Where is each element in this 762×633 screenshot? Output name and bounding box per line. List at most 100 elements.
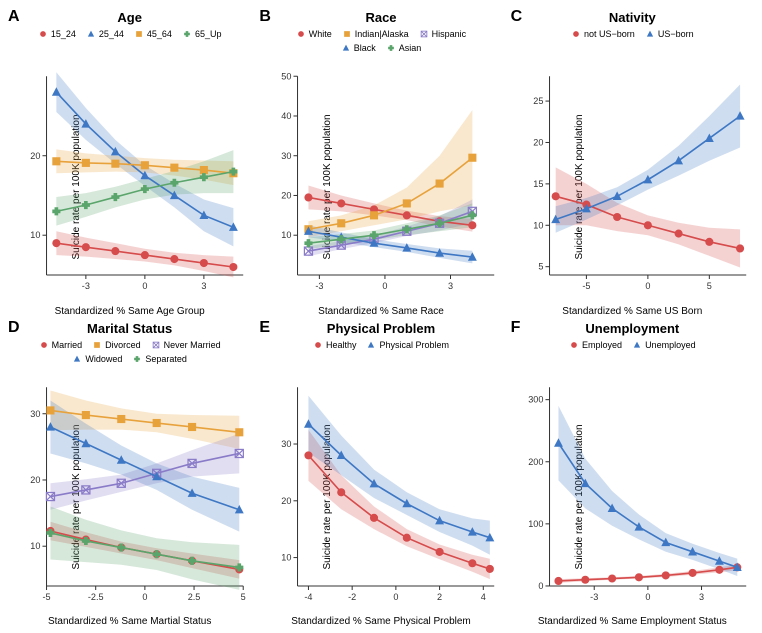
panel-letter: F — [511, 319, 521, 337]
legend-item: Healthy — [313, 340, 357, 350]
legend: White Indian|Alaska Hispanic Black Asian — [259, 29, 502, 55]
legend-label: Married — [52, 340, 83, 350]
legend-label: Separated — [145, 354, 187, 364]
svg-text:40: 40 — [282, 111, 292, 121]
panel-title: Physical Problem — [259, 321, 502, 336]
legend-marker-circle-icon — [39, 340, 49, 350]
svg-text:0: 0 — [538, 580, 543, 590]
svg-text:20: 20 — [533, 138, 543, 148]
chart-svg: 102030-5-2.502.55 — [8, 370, 251, 626]
chart-area: Suicide rate per 100K populationStandard… — [8, 370, 251, 626]
legend-marker-cross-icon — [182, 29, 192, 39]
legend-marker-triangle-icon — [632, 340, 642, 350]
panel-title: Unemployment — [511, 321, 754, 336]
svg-text:10: 10 — [282, 230, 292, 240]
legend-label: Unemployed — [645, 340, 696, 350]
svg-text:30: 30 — [30, 408, 40, 418]
legend-item: Indian|Alaska — [342, 29, 409, 39]
panel-D: DMarital StatusMarriedDivorcedNever Marr… — [8, 319, 251, 626]
panel-letter: D — [8, 319, 20, 337]
legend-marker-cross-icon — [132, 354, 142, 364]
panel-E: EPhysical ProblemHealthyPhysical Problem… — [259, 319, 502, 626]
svg-text:5: 5 — [706, 281, 711, 291]
legend-label: 25_44 — [99, 29, 124, 39]
svg-text:0: 0 — [645, 592, 650, 602]
svg-text:10: 10 — [533, 220, 543, 230]
legend-marker-circle-icon — [296, 29, 306, 39]
chart-area: Suicide rate per 100K populationStandard… — [511, 370, 754, 626]
svg-text:300: 300 — [528, 394, 543, 404]
panel-F: FUnemploymentEmployedUnemployedSuicide r… — [511, 319, 754, 626]
svg-text:3: 3 — [201, 281, 206, 291]
svg-text:10: 10 — [282, 552, 292, 562]
legend-item: not US−born — [571, 29, 635, 39]
legend-item: Black — [341, 43, 376, 53]
chart-area: Suicide rate per 100K populationStandard… — [511, 59, 754, 315]
svg-text:50: 50 — [282, 71, 292, 81]
svg-text:0: 0 — [645, 281, 650, 291]
svg-text:30: 30 — [282, 439, 292, 449]
panel-title: Age — [8, 10, 251, 25]
legend-item: 45_64 — [134, 29, 172, 39]
panel-B: BRaceWhiteIndian|AlaskaHispanicBlackAsia… — [259, 8, 502, 315]
svg-text:10: 10 — [30, 541, 40, 551]
legend-item: Never Married — [151, 340, 221, 350]
legend-label: Physical Problem — [379, 340, 449, 350]
legend-label: not US−born — [584, 29, 635, 39]
legend-label: Indian|Alaska — [355, 29, 409, 39]
svg-text:20: 20 — [30, 475, 40, 485]
svg-text:15: 15 — [533, 179, 543, 189]
legend-marker-square-icon — [92, 340, 102, 350]
legend-item: US−born — [645, 29, 694, 39]
chart-area: Suicide rate per 100K populationStandard… — [8, 59, 251, 315]
panel-A: AAge15_2425_4445_6465_UpSuicide rate per… — [8, 8, 251, 315]
legend-marker-triangle-icon — [645, 29, 655, 39]
chart-grid: AAge15_2425_4445_6465_UpSuicide rate per… — [8, 8, 754, 625]
svg-text:2: 2 — [437, 592, 442, 602]
legend-marker-circle-icon — [569, 340, 579, 350]
legend-item: 25_44 — [86, 29, 124, 39]
legend-label: US−born — [658, 29, 694, 39]
legend: not US−born US−born — [511, 29, 754, 55]
svg-text:200: 200 — [528, 456, 543, 466]
legend-item: Asian — [386, 43, 422, 53]
legend-label: Never Married — [164, 340, 221, 350]
panel-title: Nativity — [511, 10, 754, 25]
legend-label: Divorced — [105, 340, 141, 350]
legend-marker-boxcross-icon — [151, 340, 161, 350]
legend-item: 65_Up — [182, 29, 222, 39]
legend-item: Employed — [569, 340, 622, 350]
legend-marker-cross-icon — [386, 43, 396, 53]
svg-text:-5: -5 — [42, 592, 50, 602]
legend-item: White — [296, 29, 332, 39]
svg-text:-5: -5 — [582, 281, 590, 291]
legend-marker-triangle-icon — [366, 340, 376, 350]
legend-label: White — [309, 29, 332, 39]
legend-marker-triangle-icon — [72, 354, 82, 364]
legend-marker-circle-icon — [38, 29, 48, 39]
legend-item: Unemployed — [632, 340, 696, 350]
legend: Married Divorced Never Married Widowed Separ… — [8, 340, 251, 366]
chart-svg: 1020304050-303 — [259, 59, 502, 315]
chart-svg: 0100200300-303 — [511, 370, 754, 626]
legend-item: Married — [39, 340, 83, 350]
legend-marker-boxcross-icon — [419, 29, 429, 39]
legend-label: Widowed — [85, 354, 122, 364]
legend-marker-square-icon — [342, 29, 352, 39]
legend-item: Physical Problem — [366, 340, 449, 350]
legend-item: Divorced — [92, 340, 141, 350]
svg-text:-3: -3 — [316, 281, 324, 291]
svg-text:2.5: 2.5 — [188, 592, 201, 602]
svg-text:0: 0 — [383, 281, 388, 291]
svg-text:-3: -3 — [82, 281, 90, 291]
chart-svg: 1020-303 — [8, 59, 251, 315]
legend-label: Hispanic — [432, 29, 467, 39]
panel-letter: B — [259, 8, 271, 26]
svg-text:-3: -3 — [590, 592, 598, 602]
chart-svg: 102030-4-2024 — [259, 370, 502, 626]
svg-text:20: 20 — [282, 495, 292, 505]
svg-text:5: 5 — [241, 592, 246, 602]
legend-label: 45_64 — [147, 29, 172, 39]
svg-text:3: 3 — [448, 281, 453, 291]
svg-text:5: 5 — [538, 262, 543, 272]
